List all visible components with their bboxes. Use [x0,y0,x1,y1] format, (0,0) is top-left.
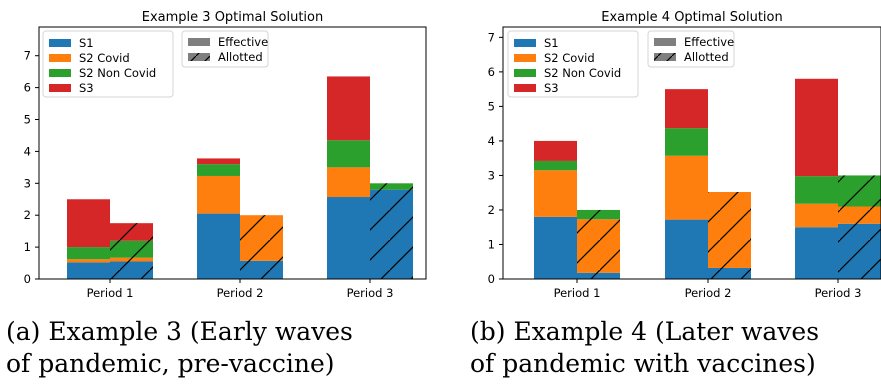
caption-a-line2: of pandemic, pre-vaccine) [6,349,335,378]
x-tick-label: Period 1 [87,286,134,300]
legend-label-effective: Effective [684,35,734,49]
bar-effective-s2-covid-period-2 [197,175,240,214]
bar-effective-s2-non-covid-period-3 [327,140,370,168]
allotted-hatch-period-2 [240,215,283,279]
legend-label-s2-non-covid: S2 Non Covid [79,66,156,80]
legend-label-s1: S1 [544,36,559,50]
legend-label-s1: S1 [79,36,94,50]
legend-series-box [42,30,174,98]
caption-b-line1: (b) Example 4 (Later waves [470,317,820,346]
legend-swatch-s3 [49,84,71,92]
legend-swatch-s2-covid [514,54,536,62]
y-tick-label: 2 [24,208,31,222]
figure: Example 3 Optimal Solution Period 1 Period… [24,10,881,300]
bar-effective-s1-period-2 [665,219,708,279]
y-tick-label: 6 [24,81,31,95]
bar-effective-s3-period-1 [67,199,110,248]
chart-title: Example 4 Optimal Solution [601,10,782,25]
bar-effective-s2-covid-period-3 [795,203,838,228]
bar-effective-s2-covid-period-3 [327,167,370,198]
x-tick-label: Period 2 [685,286,732,300]
allotted-hatch-period-1 [110,223,153,279]
bar-effective-s3-period-3 [327,76,370,141]
y-tick-label: 3 [24,176,31,190]
y-tick-label: 1 [488,237,495,251]
legend-label-allotted: Allotted [218,50,263,64]
y-tick-label: 6 [488,65,495,79]
chart-example-4: Example 4 Optimal Solution Period 1 Period… [488,10,881,300]
bar-effective-s1-period-1 [534,216,577,279]
bar-effective-s1-period-1 [67,262,110,279]
bar-effective-s3-period-1 [534,140,577,161]
x-tick-label: Period 1 [554,286,601,300]
y-tick-label: 4 [488,134,495,148]
x-tick-label: Period 2 [217,286,264,300]
legend-hatch-allotted [654,53,676,61]
bar-effective-s2-non-covid-period-2 [197,164,240,176]
x-tick-label: Period 3 [815,286,862,300]
y-tick-label: 0 [488,272,495,286]
bar-effective-s2-covid-period-1 [534,170,577,217]
legend-label-s2-covid: S2 Covid [79,51,130,65]
legend-swatch-s2-non-covid [514,69,536,77]
bar-effective-s2-non-covid-period-2 [665,128,708,156]
allotted-hatch-period-3 [370,183,413,279]
legend-swatch-effective [188,38,210,46]
legend-swatch-s2-covid [49,54,71,62]
legend-label-s3: S3 [79,81,94,95]
legend-label-s2-covid: S2 Covid [544,51,595,65]
legend-swatch-effective [654,38,676,46]
bar-effective-s1-period-2 [197,213,240,279]
plot-frame [502,26,881,280]
bar-effective-s3-period-2 [197,158,240,165]
legend-series-box [507,30,639,98]
y-tick-label: 7 [488,30,495,44]
legend-label-s2-non-covid: S2 Non Covid [544,66,621,80]
bar-effective-s3-period-2 [665,89,708,129]
bar-effective-s1-period-3 [795,227,838,279]
y-tick-label: 5 [24,113,31,127]
bar-effective-s1-period-3 [327,197,370,279]
legend-label-s3: S3 [544,81,559,95]
plot-frame [38,26,427,280]
legend-label-allotted: Allotted [684,50,729,64]
y-tick-label: 1 [24,240,31,254]
allotted-hatch-period-2 [708,192,751,279]
caption-a-line1: (a) Example 3 (Early waves [6,317,353,346]
legend-swatch-s3 [514,84,536,92]
legend-label-effective: Effective [218,35,268,49]
legend-swatch-s1 [514,39,536,47]
legend-swatch-s2-non-covid [49,69,71,77]
bar-effective-s2-non-covid-period-1 [534,160,577,171]
x-tick-label: Period 3 [347,286,394,300]
bar-effective-s3-period-3 [795,78,838,177]
y-tick-label: 2 [488,203,495,217]
y-tick-label: 4 [24,144,31,158]
y-tick-label: 5 [488,99,495,113]
bar-effective-s2-covid-period-2 [665,155,708,220]
caption-a: (a) Example 3 (Early waves of pandemic, … [6,316,353,380]
legend-hatch-allotted [188,53,210,61]
legend-swatch-s1 [49,39,71,47]
y-tick-label: 7 [24,49,31,63]
y-tick-label: 0 [24,272,31,286]
bar-effective-s2-covid-period-1 [67,259,110,263]
chart-example-3: Example 3 Optimal Solution Period 1 Period… [24,10,427,300]
caption-b: (b) Example 4 (Later waves of pandemic w… [470,316,819,380]
chart-title: Example 3 Optimal Solution [142,10,323,25]
bar-effective-s2-non-covid-period-1 [67,247,110,260]
bar-effective-s2-non-covid-period-3 [795,176,838,204]
allotted-hatch-period-1 [577,209,620,279]
y-tick-label: 3 [488,168,495,182]
allotted-hatch-period-3 [838,175,881,279]
caption-b-line2: of pandemic with vaccines) [470,349,816,378]
